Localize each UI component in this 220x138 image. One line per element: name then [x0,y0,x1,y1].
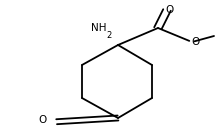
Text: O: O [39,115,47,125]
Text: O: O [192,37,200,47]
Text: NH: NH [90,23,106,33]
Text: O: O [166,5,174,15]
Text: 2: 2 [106,31,112,40]
